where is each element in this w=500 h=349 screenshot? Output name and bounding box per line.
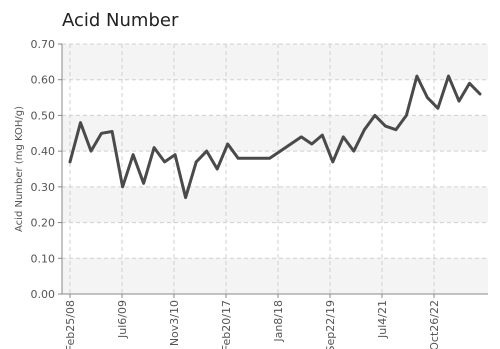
- data-point: [122, 186, 124, 188]
- data-point: [458, 100, 460, 102]
- x-tick-label: Feb25/08: [64, 300, 77, 349]
- x-tick-label: Jan8/18: [272, 300, 285, 343]
- x-tick-label: Nov3/10: [168, 300, 181, 346]
- data-point: [195, 161, 197, 163]
- data-point: [342, 136, 344, 138]
- data-point: [426, 97, 428, 99]
- data-point: [100, 132, 103, 134]
- y-axis-label: Acid Number (mg KOH/g): [14, 106, 25, 232]
- data-point: [416, 75, 418, 77]
- x-tick-label: Oct26/22: [428, 300, 441, 349]
- chart-series: [68, 74, 482, 200]
- x-tick-label: Jul6/09: [116, 300, 129, 339]
- data-point: [132, 154, 134, 156]
- y-tick-label: 0.60: [31, 74, 56, 87]
- y-tick-label: 0.70: [31, 38, 56, 51]
- series-line: [68, 74, 482, 200]
- data-point: [111, 130, 113, 133]
- data-point: [353, 150, 355, 152]
- data-point: [332, 161, 334, 163]
- chart-axes: [61, 44, 488, 295]
- data-point: [216, 168, 218, 170]
- data-point: [468, 82, 471, 84]
- data-point: [290, 143, 292, 145]
- data-point: [363, 129, 365, 131]
- y-tick-label: 0.00: [31, 288, 56, 301]
- y-tick-label: 0.20: [31, 217, 56, 230]
- y-axis-ticks: 0.00 0.10 0.20 0.30 0.40 0.50 0.60 0.70: [31, 38, 62, 301]
- data-point: [90, 150, 92, 152]
- data-point: [164, 161, 166, 163]
- data-point: [269, 157, 271, 159]
- y-tick-label: 0.40: [31, 145, 56, 158]
- data-point: [153, 147, 155, 149]
- data-point: [248, 157, 250, 159]
- data-point: [174, 154, 176, 156]
- x-tick-label: Jul4/21: [376, 300, 389, 339]
- data-point: [321, 134, 323, 136]
- data-point: [227, 143, 229, 145]
- grid-band: [62, 44, 488, 80]
- data-point: [79, 122, 82, 124]
- data-point: [384, 125, 386, 127]
- grid-band: [62, 258, 488, 294]
- y-tick-label: 0.50: [31, 109, 56, 122]
- chart-grid: [62, 43, 488, 295]
- grid-band: [62, 115, 488, 152]
- data-point: [69, 161, 71, 163]
- x-axis-ticks: Feb25/08 Jul6/09 Nov3/10 Feb20/17 Jan8/18 Sep…: [64, 294, 441, 349]
- grid-band: [62, 186, 488, 223]
- data-point: [143, 182, 145, 184]
- x-tick-label: Sep22/19: [324, 300, 337, 349]
- data-point: [405, 114, 407, 116]
- data-point: [437, 107, 439, 109]
- y-tick-label: 0.10: [31, 252, 56, 265]
- data-point: [300, 136, 302, 138]
- data-point: [311, 143, 313, 145]
- data-point: [279, 150, 281, 152]
- data-point: [258, 157, 260, 159]
- data-point: [237, 157, 239, 159]
- data-point: [374, 114, 376, 116]
- data-point: [185, 197, 187, 199]
- chart-bands: [62, 44, 488, 294]
- data-point: [395, 129, 397, 131]
- data-point: [206, 150, 208, 152]
- data-point: [447, 75, 450, 77]
- data-point: [479, 93, 481, 95]
- chart-title: Acid Number: [62, 10, 179, 31]
- y-tick-label: 0.30: [31, 181, 56, 194]
- x-tick-label: Feb20/17: [220, 300, 233, 349]
